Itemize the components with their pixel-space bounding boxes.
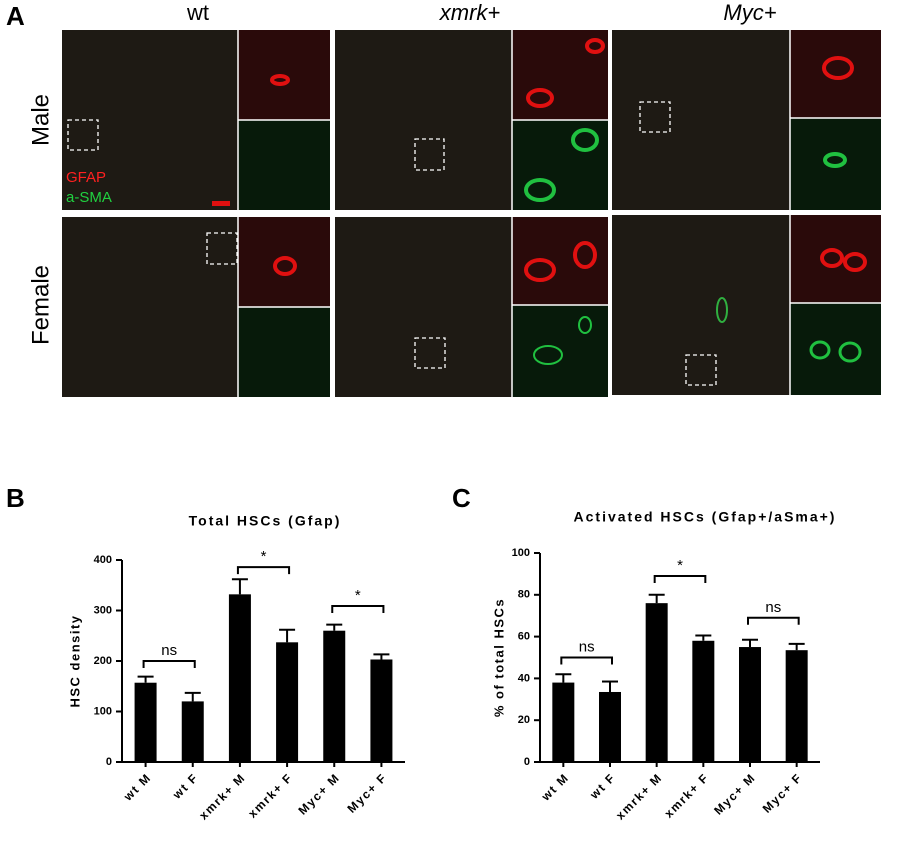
x-tick-label: xmrk+ M <box>613 770 665 822</box>
bar <box>785 650 808 762</box>
x-tick-label: xmrk+ M <box>196 770 248 822</box>
x-tick-label: Myc+ F <box>760 770 805 815</box>
significance-label: * <box>677 557 683 574</box>
x-tick-label: Myc+ M <box>295 770 342 817</box>
x-tick-label: wt F <box>169 770 201 802</box>
significance-label: ns <box>579 638 595 655</box>
x-tick-label: xmrk+ F <box>245 770 295 820</box>
legend-sma: a-SMA <box>66 189 112 206</box>
row-header: Female <box>27 265 54 345</box>
legend-gfap: GFAP <box>66 169 106 186</box>
micrograph <box>612 30 790 210</box>
y-tick-label: 100 <box>512 547 530 559</box>
significance-label: ns <box>161 642 177 659</box>
inset-gfap <box>512 30 608 120</box>
x-tick-label: wt M <box>120 770 154 804</box>
micrograph <box>62 217 238 397</box>
bar <box>181 701 204 762</box>
x-tick-label: Myc+ F <box>345 770 390 815</box>
micrograph <box>335 217 512 397</box>
chart-title: Total HSCs (Gfap) <box>189 513 342 529</box>
column-header: wt <box>186 0 209 25</box>
y-tick-label: 20 <box>518 714 530 726</box>
significance-bracket <box>236 566 291 575</box>
y-tick-label: 0 <box>524 756 530 768</box>
micrograph <box>612 215 790 395</box>
column-header: xmrk+ <box>439 0 501 25</box>
inset-gfap <box>790 215 881 303</box>
column-header: Myc+ <box>723 0 776 25</box>
row-header: Male <box>27 94 54 146</box>
panel-label: B <box>6 483 25 513</box>
significance-label: * <box>355 587 361 604</box>
micrographs <box>62 30 881 397</box>
inset-gfap <box>790 30 881 118</box>
y-tick-label: 300 <box>94 604 112 616</box>
significance-bracket <box>653 574 707 583</box>
y-tick-label: 0 <box>106 756 112 768</box>
bar <box>739 647 761 762</box>
bar <box>134 682 157 762</box>
y-tick-label: 200 <box>94 655 112 667</box>
significance-bracket <box>142 660 196 668</box>
x-tick-label: xmrk+ F <box>662 770 712 820</box>
bar <box>276 642 299 762</box>
y-tick-label: 40 <box>518 672 530 684</box>
significance-label: ns <box>765 599 781 616</box>
panel-a: A wt xmrk+ Myc+ Male Female <box>6 0 881 397</box>
inset-sma <box>238 307 330 397</box>
x-tick-label: Myc+ M <box>711 770 758 817</box>
micrograph <box>335 30 512 210</box>
y-tick-label: 80 <box>518 589 530 601</box>
bar <box>370 659 393 762</box>
bar <box>552 682 575 762</box>
inset-gfap <box>238 217 330 307</box>
inset-sma <box>238 120 330 210</box>
bar <box>323 630 346 762</box>
bar <box>228 594 251 762</box>
chart-title: Activated HSCs (Gfap+/aSma+) <box>574 509 837 525</box>
bar <box>645 603 668 762</box>
x-tick-label: wt M <box>538 770 572 804</box>
significance-bracket <box>747 616 800 625</box>
significance-label: * <box>261 548 267 565</box>
panel-label: A <box>6 1 25 31</box>
y-axis-label: HSC density <box>67 614 82 707</box>
inset-sma <box>790 303 881 395</box>
y-axis-label: % of total HSCs <box>491 598 506 717</box>
bar <box>692 640 715 762</box>
panel-label: C <box>452 483 471 513</box>
y-tick-label: 100 <box>94 705 112 717</box>
significance-bracket <box>560 656 613 665</box>
significance-bracket <box>331 604 385 613</box>
bar <box>599 691 621 762</box>
x-tick-label: wt F <box>587 770 619 802</box>
y-tick-label: 60 <box>518 631 530 643</box>
y-tick-label: 400 <box>94 554 112 566</box>
